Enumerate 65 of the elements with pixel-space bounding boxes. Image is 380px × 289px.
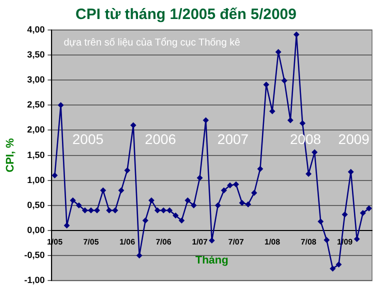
point (112, 207, 118, 214)
point (142, 217, 148, 224)
point (220, 187, 227, 194)
point (366, 205, 372, 212)
point (166, 207, 173, 214)
x-tick-label: 1/07 (192, 237, 208, 246)
x-tick-label: 1/08 (264, 237, 281, 246)
point (70, 197, 76, 204)
point (214, 202, 221, 208)
point (226, 182, 233, 188)
annotation: dựa trên số liệu của Tổng cục Thống kê (64, 36, 241, 48)
point (94, 207, 100, 214)
point (190, 202, 197, 208)
point (184, 197, 191, 204)
y-tick-label: 2,00 (27, 124, 45, 135)
point (360, 210, 366, 216)
point (300, 120, 306, 126)
annotation: 2006 (144, 131, 176, 148)
point (336, 262, 342, 268)
point (154, 207, 160, 214)
x-tick-label: 7/06 (156, 237, 172, 246)
point (245, 201, 252, 208)
point (172, 212, 179, 218)
chart-title: CPI từ tháng 1/2005 đến 5/2009 (76, 6, 296, 24)
y-tick-label: 3,50 (27, 50, 45, 60)
y-tick-label: 1,00 (27, 174, 45, 185)
x-tick-label: 7/05 (83, 237, 100, 246)
y-tick-label: 1,50 (27, 150, 45, 160)
point (100, 187, 106, 194)
point (324, 237, 330, 244)
point (106, 207, 112, 214)
y-tick-label: 0,00 (27, 224, 45, 235)
x-tick-label: 7/08 (300, 237, 317, 246)
x-axis-title: Tháng (195, 254, 228, 267)
point (354, 236, 360, 242)
y-tick-label: 0,50 (27, 200, 45, 210)
point (281, 78, 288, 84)
annotation: 2009 (338, 131, 370, 148)
point (76, 202, 82, 208)
point (82, 207, 88, 214)
x-tick-label: 1/06 (119, 237, 136, 246)
y-axis-title: CPI, % (4, 138, 17, 172)
point (239, 200, 246, 206)
point (330, 266, 336, 272)
point (342, 211, 348, 218)
point (196, 174, 203, 181)
point (348, 168, 354, 175)
point (233, 181, 240, 188)
point (52, 172, 58, 178)
y-tick-label: 3,00 (27, 74, 45, 85)
y-tick-label: -1,00 (24, 275, 45, 286)
point (257, 166, 264, 172)
point (136, 252, 142, 259)
y-tick-label: 4,00 (27, 24, 45, 34)
point (118, 187, 124, 194)
point (178, 217, 185, 224)
annotation: 2007 (217, 131, 249, 148)
annotation: 2005 (72, 131, 104, 148)
point (148, 197, 154, 204)
y-tick-label: 2,50 (27, 100, 45, 110)
point (208, 238, 215, 244)
point (124, 167, 130, 174)
point (251, 190, 258, 196)
y-tick-label: -0,50 (24, 250, 45, 260)
x-tick-label: 7/07 (228, 237, 244, 246)
